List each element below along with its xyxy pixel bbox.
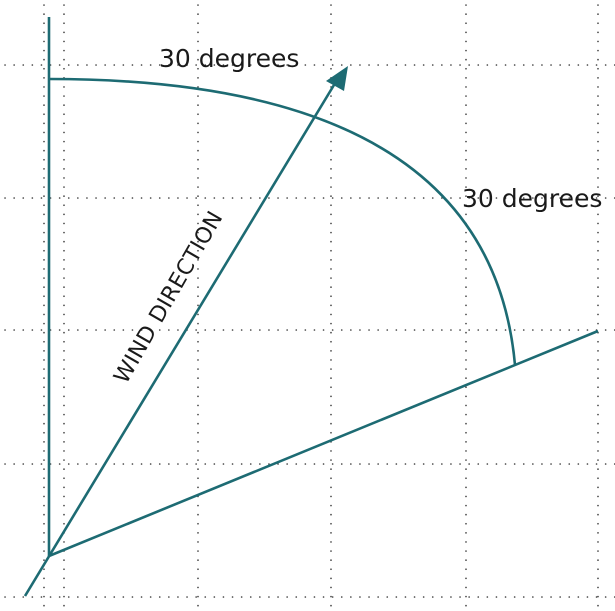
wind-direction-arrow-shaft xyxy=(23,79,339,597)
wind-direction-label: WIND DIRECTION xyxy=(110,207,229,388)
dotted-grid xyxy=(4,4,615,611)
lower-ray-line xyxy=(48,329,599,558)
angle-arc xyxy=(48,77,517,366)
wind-direction-arrowhead xyxy=(326,66,348,91)
lower-angle-label: 30 degrees xyxy=(462,184,602,213)
upper-angle-label: 30 degrees xyxy=(159,44,299,73)
